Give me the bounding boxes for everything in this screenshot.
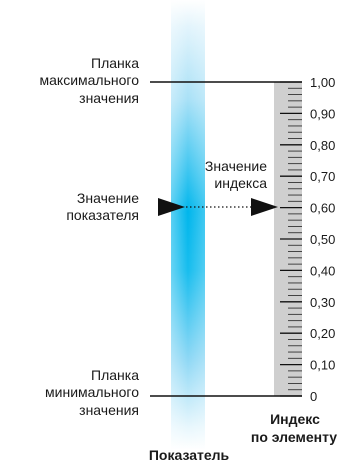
min-bar-label-1: Планка: [91, 367, 139, 383]
element-index-label-2: по элементу: [251, 429, 337, 445]
ruler-tick-label: 0,50: [310, 232, 335, 247]
ruler-tick-labels: 0 0,10 0,20 0,30 0,40 0,50 0,60 0,70 0,80 0,90 1,0…: [310, 75, 335, 404]
max-bar-label-1: Планка: [91, 55, 139, 71]
ruler-tick-label: 1,00: [310, 75, 335, 90]
ruler-tick-label: 0,80: [310, 138, 335, 153]
min-bar-label-3: значения: [79, 402, 139, 418]
indicator-label: Показатель: [149, 447, 230, 463]
index-value-arrow: [251, 198, 278, 216]
max-bar-label-3: значения: [79, 90, 139, 106]
indicator-value-label-2: показателя: [66, 207, 139, 223]
max-bar-label-2: максимального: [40, 72, 140, 88]
ruler-tick-label: 0,90: [310, 106, 335, 121]
ruler-tick-label: 0,60: [310, 201, 335, 216]
element-index-label-1: Индекс: [270, 411, 320, 427]
indicator-value-arrow: [158, 198, 185, 216]
min-bar-label-2: минимального: [45, 384, 139, 400]
ruler-tick-label: 0: [310, 389, 317, 404]
index-value-label-2: индекса: [214, 175, 267, 191]
ruler-tick-label: 0,70: [310, 169, 335, 184]
index-value-label-1: Значение: [205, 158, 267, 174]
indicator-value-label-1: Значение: [77, 190, 139, 206]
ruler-tick-label: 0,30: [310, 295, 335, 310]
ruler-tick-label: 0,20: [310, 326, 335, 341]
ruler-tick-label: 0,40: [310, 263, 335, 278]
ruler-minor-ticks: [288, 87, 302, 391]
ruler-tick-label: 0,10: [310, 358, 335, 373]
